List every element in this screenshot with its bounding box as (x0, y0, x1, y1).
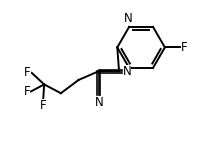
Text: F: F (181, 41, 187, 54)
Text: F: F (24, 85, 30, 98)
Text: N: N (94, 96, 103, 109)
Text: F: F (24, 66, 31, 80)
Text: N: N (123, 65, 131, 78)
Text: N: N (124, 12, 133, 25)
Text: F: F (40, 99, 47, 112)
